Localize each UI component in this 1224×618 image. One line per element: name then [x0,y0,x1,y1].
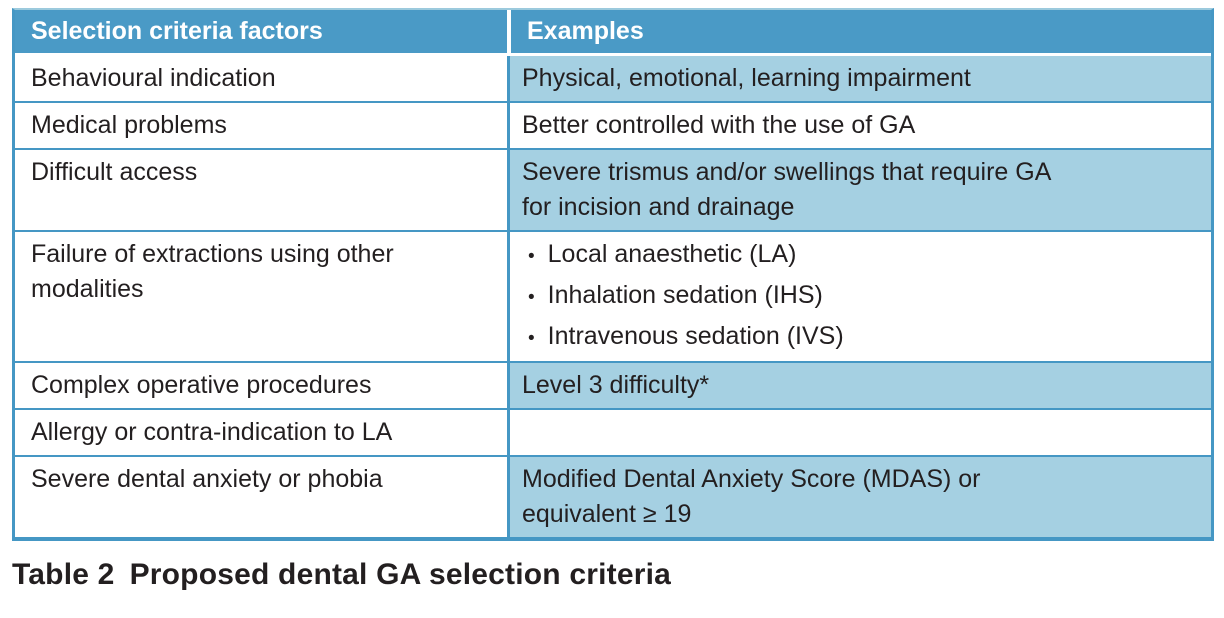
example-cell: Physical, emotional, learning impairment [507,56,1211,101]
example-cell: Better controlled with the use of GA [507,101,1211,148]
example-text: Better controlled with the use of GA [522,111,916,139]
list-item: • Intravenous sedation (IVS) [528,319,1197,356]
example-text: Severe trismus and/or swellings that req… [522,158,1052,186]
column-header-factors: Selection criteria factors [15,10,507,56]
selection-criteria-table: Selection criteria factors Examples Beha… [12,8,1214,541]
factor-cell: Allergy or contra-indication to LA [15,408,507,455]
factor-cell: Complex operative procedures [15,361,507,408]
example-text: Physical, emotional, learning impairment [522,64,971,92]
example-cell: Modified Dental Anxiety Score (MDAS) or … [507,455,1211,537]
list-item: • Local anaesthetic (LA) [528,237,1197,274]
factor-cell: Medical problems [15,101,507,148]
bullet-icon: • [528,287,535,308]
table-row-difficult-access: Difficult access Severe trismus and/or s… [15,148,1211,230]
caption-title: Proposed dental GA selection criteria [129,558,672,591]
factor-cell: Failure of extractions using other modal… [15,230,507,361]
bullet-icon: • [528,246,535,267]
table-caption: Table 2 Proposed dental GA selection crit… [12,558,1216,592]
bullet-icon: • [528,328,535,349]
caption-label: Table 2 [12,558,115,591]
example-cell-empty [507,408,1211,455]
table-row-medical: Medical problems Better controlled with … [15,101,1211,148]
example-text: equivalent ≥ 19 [522,500,692,528]
table-row-allergy: Allergy or contra-indication to LA [15,408,1211,455]
column-header-examples: Examples [507,10,1211,56]
table-row-behavioural: Behavioural indication Physical, emotion… [15,56,1211,101]
example-text: Level 3 difficulty* [522,371,710,399]
bullet-text: Inhalation sedation (IHS) [547,281,823,309]
list-item: • Inhalation sedation (IHS) [528,278,1197,315]
bullet-text: Intravenous sedation (IVS) [547,322,844,350]
header-row: Selection criteria factors Examples [15,10,1211,56]
table-row-anxiety: Severe dental anxiety or phobia Modified… [15,455,1211,537]
example-text: for incision and drainage [522,193,795,221]
example-cell: • Local anaesthetic (LA) • Inhalation se… [507,230,1211,361]
document-page: Selection criteria factors Examples Beha… [12,8,1216,592]
example-cell: Level 3 difficulty* [507,361,1211,408]
example-text: Modified Dental Anxiety Score (MDAS) or [522,465,981,493]
example-text [522,415,1197,450]
factor-cell: Difficult access [15,148,507,230]
bullet-text: Local anaesthetic (LA) [547,240,797,268]
factor-cell: Severe dental anxiety or phobia [15,455,507,537]
example-cell: Severe trismus and/or swellings that req… [507,148,1211,230]
example-bullet-list: • Local anaesthetic (LA) • Inhalation se… [522,237,1197,356]
table-row-failure-extractions: Failure of extractions using other modal… [15,230,1211,361]
table-row-complex-procedures: Complex operative procedures Level 3 dif… [15,361,1211,408]
factor-cell: Behavioural indication [15,56,507,101]
